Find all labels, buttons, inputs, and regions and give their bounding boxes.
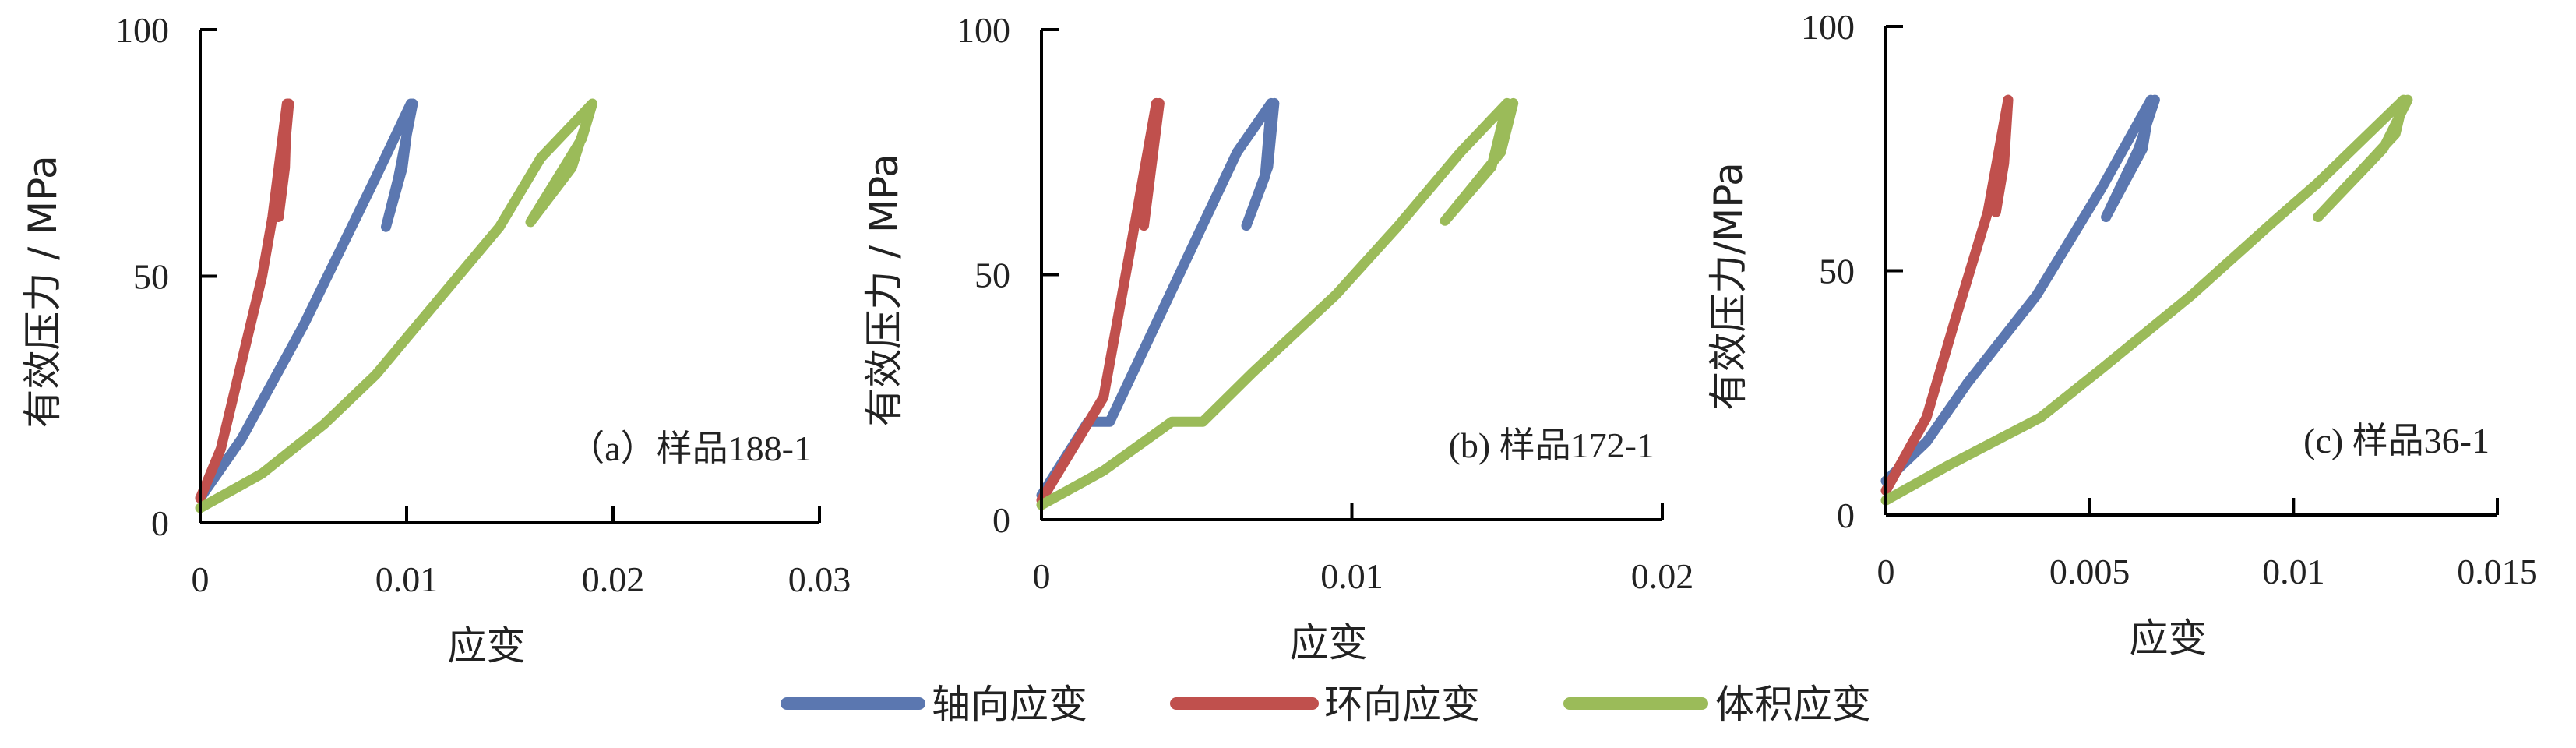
series-volume [1880, 94, 2413, 506]
x-tick-label: 0.01 [1320, 556, 1383, 596]
x-tick-label: 0.02 [582, 559, 645, 599]
series-hoop [195, 98, 294, 503]
x-tick-label: 0.01 [2262, 552, 2325, 591]
x-axis-title: 应变 [2130, 616, 2208, 661]
series-volume [1036, 97, 1519, 510]
y-tick-label: 50 [133, 257, 169, 297]
y-axis-title: 有效压力 / MPa [862, 153, 907, 426]
legend-label-hoop: 环向应变 [1324, 682, 1480, 727]
panel-a: 0 50 100 0 0.01 0.02 0.03 应变 有效压力 / MPa （a）样品188-… [20, 10, 851, 669]
y-tick-label: 50 [974, 256, 1010, 295]
panel-annotation: (c) 样品36-1 [2303, 421, 2490, 460]
y-tick-label: 100 [115, 10, 169, 50]
legend-label-axial: 轴向应变 [932, 682, 1087, 727]
legend: 轴向应变 环向应变 体积应变 [781, 682, 1871, 727]
y-tick-label: 100 [957, 10, 1010, 50]
x-tick-label: 0 [1877, 552, 1895, 591]
x-tick-label: 0 [192, 559, 210, 599]
panel-annotation: （a）样品188-1 [569, 429, 812, 468]
y-tick-label: 0 [151, 503, 169, 543]
y-tick-label: 50 [1819, 252, 1855, 291]
series-axial [1036, 97, 1280, 500]
series-hoop [1880, 94, 2014, 496]
y-tick-label: 0 [992, 500, 1010, 540]
x-tick-label: 0.015 [2457, 552, 2538, 591]
x-tick-label: 0.03 [788, 559, 851, 599]
x-tick-label: 0 [1033, 556, 1051, 596]
x-tick-label: 0.02 [1631, 556, 1694, 596]
panel-c: 0 50 100 0 0.005 0.01 0.015 应变 有效压力/MPa (c) 样品36-… [1706, 7, 2538, 661]
y-tick-label: 0 [1837, 496, 1855, 535]
y-tick-label: 100 [1801, 7, 1855, 47]
y-axis-title: 有效压力 / MPa [20, 155, 65, 428]
x-tick-label: 0.01 [375, 559, 439, 599]
legend-label-volume: 体积应变 [1715, 682, 1871, 727]
panel-b: 0 50 100 0 0.01 0.02 应变 有效压力 / MPa (b) 样品172-1 [862, 10, 1693, 665]
y-axis-title: 有效压力/MPa [1706, 162, 1751, 411]
series-axial [195, 98, 418, 503]
x-axis-title: 应变 [448, 623, 526, 669]
series-hoop [1036, 97, 1165, 506]
series-volume [195, 98, 597, 513]
x-tick-label: 0.005 [2049, 552, 2130, 591]
x-axis-title: 应变 [1290, 620, 1368, 665]
panel-annotation: (b) 样品172-1 [1449, 425, 1654, 465]
series-axial [1880, 94, 2160, 486]
